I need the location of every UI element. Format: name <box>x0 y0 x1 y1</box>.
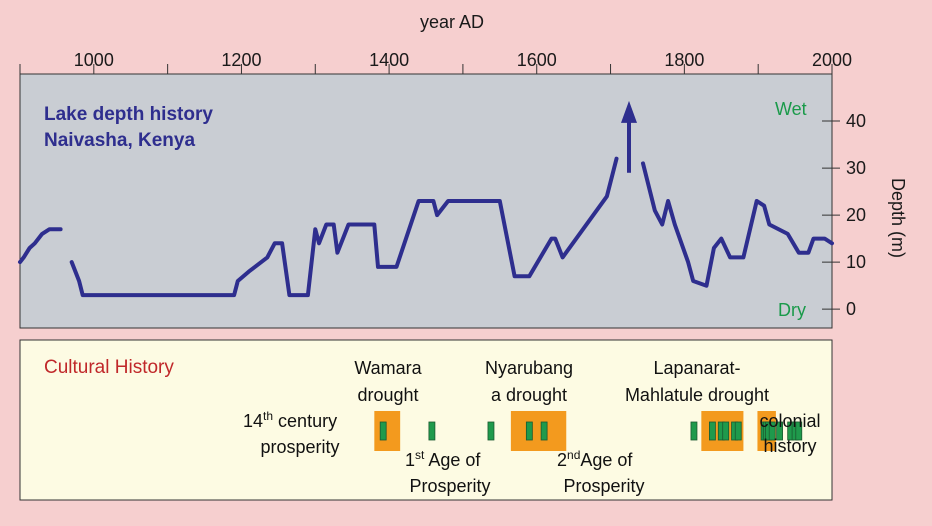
event-label-nyarubang-2: a drought <box>491 385 567 405</box>
prosperity-14th-line1: 14th century <box>243 409 337 431</box>
depth-line-segment <box>641 161 834 288</box>
cultural-panel <box>19 339 833 501</box>
depth-line-segment <box>69 156 619 298</box>
y-axis-label: Depth (m) <box>888 178 908 258</box>
cultural-title: Cultural History <box>44 357 174 378</box>
event-label-wamara-1: Wamara <box>354 358 422 378</box>
chart-title: Lake depth history <box>44 104 213 125</box>
history-marker <box>428 421 436 441</box>
dry-label: Dry <box>778 300 806 320</box>
prosperity-2nd-line1: 2ndAge of <box>557 448 633 470</box>
drought-period <box>510 411 567 451</box>
history-marker <box>690 421 698 441</box>
colonial-line1: colonial <box>759 411 820 431</box>
y-tick-label: 20 <box>846 205 866 225</box>
y-tick-label: 30 <box>846 158 866 178</box>
x-tick-label: 1600 <box>517 50 557 70</box>
history-marker <box>379 421 387 441</box>
colonial-line2: history <box>763 436 816 456</box>
x-axis-label: year AD <box>420 12 484 32</box>
event-label-wamara-2: drought <box>357 385 418 405</box>
history-marker <box>776 421 783 441</box>
event-label-lapanarat-1: Lapanarat- <box>653 358 740 378</box>
wet-label: Wet <box>775 99 807 119</box>
history-marker <box>768 421 776 441</box>
prosperity-1st-line1: 1st Age of <box>405 448 481 470</box>
y-tick-label: 10 <box>846 252 866 272</box>
x-tick-label: 1800 <box>664 50 704 70</box>
history-marker <box>487 421 495 441</box>
prosperity-2nd-line2: Prosperity <box>563 476 644 496</box>
history-marker <box>709 421 716 441</box>
y-tick-label: 0 <box>846 299 856 319</box>
rising-arrow-head <box>621 100 637 123</box>
event-label-lapanarat-2: Mahlatule drought <box>625 385 769 405</box>
history-marker <box>540 421 548 441</box>
event-label-nyarubang-1: Nyarubang <box>485 358 573 378</box>
x-tick-label: 1400 <box>369 50 409 70</box>
y-tick-label: 40 <box>846 111 866 131</box>
prosperity-14th-line2: prosperity <box>260 437 339 457</box>
drought-period <box>374 411 401 451</box>
depth-line-segment <box>18 227 63 265</box>
history-marker <box>795 421 803 441</box>
x-tick-label: 2000 <box>812 50 852 70</box>
history-marker <box>525 421 533 441</box>
x-tick-label: 1200 <box>221 50 261 70</box>
x-tick-label: 1000 <box>74 50 114 70</box>
history-marker <box>734 421 742 441</box>
history-marker <box>722 421 730 441</box>
prosperity-1st-line2: Prosperity <box>409 476 490 496</box>
chart-subtitle: Naivasha, Kenya <box>44 130 195 151</box>
